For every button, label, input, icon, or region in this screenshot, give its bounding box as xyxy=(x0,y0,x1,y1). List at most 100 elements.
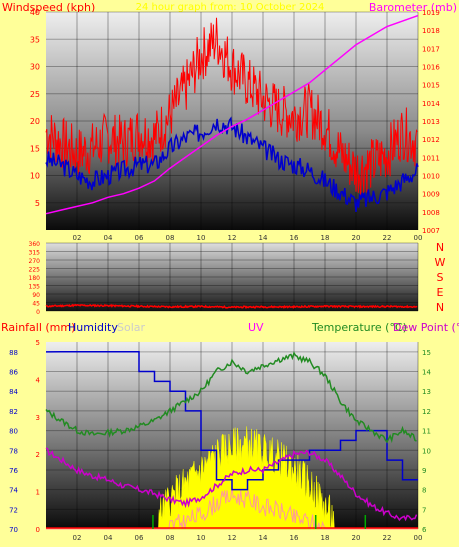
direction-tick-label: 270 xyxy=(29,258,41,265)
climate-x-tick-label: 04 xyxy=(104,534,113,542)
temperature-axis-title: Temperature (°C) xyxy=(311,321,407,334)
wind-grid xyxy=(46,11,419,230)
direction-tick-label: 315 xyxy=(29,250,41,257)
barometer-line xyxy=(45,14,419,215)
wind-x-tick-label: 04 xyxy=(104,234,113,242)
rainfall-tick-label: 4 xyxy=(36,376,41,384)
barometer-tick-label: 1013 xyxy=(422,118,440,126)
humidity-tick-label: 86 xyxy=(9,369,18,377)
direction-tick-label: 360 xyxy=(29,241,41,248)
wind-average-line xyxy=(45,116,419,212)
direction-tick-label: 90 xyxy=(32,292,40,299)
temperature-tick-label: 12 xyxy=(422,408,431,416)
compass-label: E xyxy=(437,286,444,299)
rainfall-tick-label: 1 xyxy=(36,489,40,497)
barometer-tick-label: 1012 xyxy=(422,136,440,144)
wind-tick-label: 35 xyxy=(30,35,40,44)
climate-x-tick-label: 20 xyxy=(352,534,361,542)
temperature-tick-label: 11 xyxy=(422,428,431,436)
dewpoint-line xyxy=(45,447,418,522)
barometer-tick-label: 1017 xyxy=(422,45,440,53)
wind-x-tick-label: 14 xyxy=(259,234,268,242)
climate-x-tick-label: 06 xyxy=(135,534,144,542)
barometer-tick-label: 1009 xyxy=(422,191,440,199)
direction-series xyxy=(45,303,418,310)
wind-x-tick-label: 06 xyxy=(135,234,144,242)
compass-label: W xyxy=(435,256,446,269)
barometer-tick-label: 1019 xyxy=(422,9,440,17)
wind-x-tick-label: 10 xyxy=(197,234,206,242)
humidity-axis-title: Humidity xyxy=(68,321,118,334)
direction-tick-label: 135 xyxy=(29,284,41,291)
temperature-tick-label: 7 xyxy=(422,506,426,514)
temperature-tick-label: 9 xyxy=(422,467,426,475)
barometer-tick-label: 1015 xyxy=(422,82,440,90)
humidity-tick-label: 70 xyxy=(9,526,18,534)
chart-title: 24 hour graph from: 10 October 2024 xyxy=(136,2,325,13)
wind-x-tick-label: 00 xyxy=(414,234,423,242)
wind-gust-line xyxy=(45,17,418,196)
rainfall-axis-title: Rainfall (mm) xyxy=(1,321,75,334)
climate-x-tick-label: 18 xyxy=(321,534,330,542)
wind-tick-label: 20 xyxy=(30,117,40,126)
direction-tick-label: 45 xyxy=(32,301,40,308)
climate-x-tick-label: 14 xyxy=(259,534,268,542)
direction-grid xyxy=(46,242,419,312)
wind-x-tick-label: 16 xyxy=(290,234,299,242)
direction-plot-area xyxy=(46,243,418,311)
barometer-tick-label: 1014 xyxy=(422,100,440,108)
wind-tick-label: 40 xyxy=(30,8,40,17)
windspeed-axis-title: Windspeed (kph) xyxy=(2,1,95,14)
compass-label: S xyxy=(437,271,444,284)
solar-label: Solar xyxy=(117,321,146,334)
wind-tick-label: 10 xyxy=(30,172,40,181)
direction-tick-label: 0 xyxy=(36,309,40,316)
wind-x-tick-label: 18 xyxy=(321,234,330,242)
compass-label: N xyxy=(436,241,444,254)
temperature-tick-label: 14 xyxy=(422,369,431,377)
temperature-tick-label: 10 xyxy=(422,447,431,455)
wind-tick-label: 30 xyxy=(30,63,40,72)
humidity-tick-label: 72 xyxy=(9,506,18,514)
rainfall-tick-label: 3 xyxy=(36,414,40,422)
direction-tick-label: 225 xyxy=(29,267,41,274)
tick-labels: 5101520253035401007100810091010101110121… xyxy=(9,8,445,542)
compass-label: N xyxy=(436,301,444,314)
rainfall-tick-label: 2 xyxy=(36,451,40,459)
direction-tick-label: 180 xyxy=(29,275,41,282)
rainfall-tick-label: 0 xyxy=(36,526,40,534)
temperature-tick-label: 6 xyxy=(422,526,427,534)
wind-x-tick-label: 22 xyxy=(383,234,392,242)
temperature-tick-label: 13 xyxy=(422,388,431,396)
wind-x-tick-label: 08 xyxy=(166,234,175,242)
rainfall-tick-label: 5 xyxy=(36,339,40,347)
uv-label: UV xyxy=(248,321,264,334)
wind-series xyxy=(45,14,419,215)
barometer-tick-label: 1018 xyxy=(422,27,440,35)
climate-x-tick-label: 08 xyxy=(166,534,175,542)
humidity-tick-label: 84 xyxy=(9,388,18,396)
dewpoint-axis-title: Dew Point (°C xyxy=(393,321,459,334)
climate-x-tick-label: 16 xyxy=(290,534,299,542)
barometer-tick-label: 1010 xyxy=(422,173,440,181)
humidity-tick-label: 78 xyxy=(9,447,18,455)
temperature-tick-label: 15 xyxy=(422,349,431,357)
barometer-tick-label: 1007 xyxy=(422,227,440,235)
barometer-tick-label: 1008 xyxy=(422,209,440,217)
wind-x-tick-label: 02 xyxy=(73,234,82,242)
humidity-tick-label: 80 xyxy=(9,428,18,436)
climate-x-tick-label: 12 xyxy=(228,534,237,542)
wind-tick-label: 15 xyxy=(30,144,40,153)
wind-tick-label: 25 xyxy=(30,90,40,99)
wind-x-tick-label: 12 xyxy=(228,234,237,242)
climate-x-tick-label: 22 xyxy=(383,534,392,542)
barometer-axis-title: Barometer (mb) xyxy=(369,1,457,14)
climate-x-tick-label: 02 xyxy=(73,534,82,542)
climate-x-tick-label: 00 xyxy=(414,534,423,542)
humidity-tick-label: 88 xyxy=(9,349,18,357)
humidity-line xyxy=(45,351,418,491)
barometer-tick-label: 1011 xyxy=(422,154,440,162)
wind-plot-area xyxy=(46,12,418,230)
